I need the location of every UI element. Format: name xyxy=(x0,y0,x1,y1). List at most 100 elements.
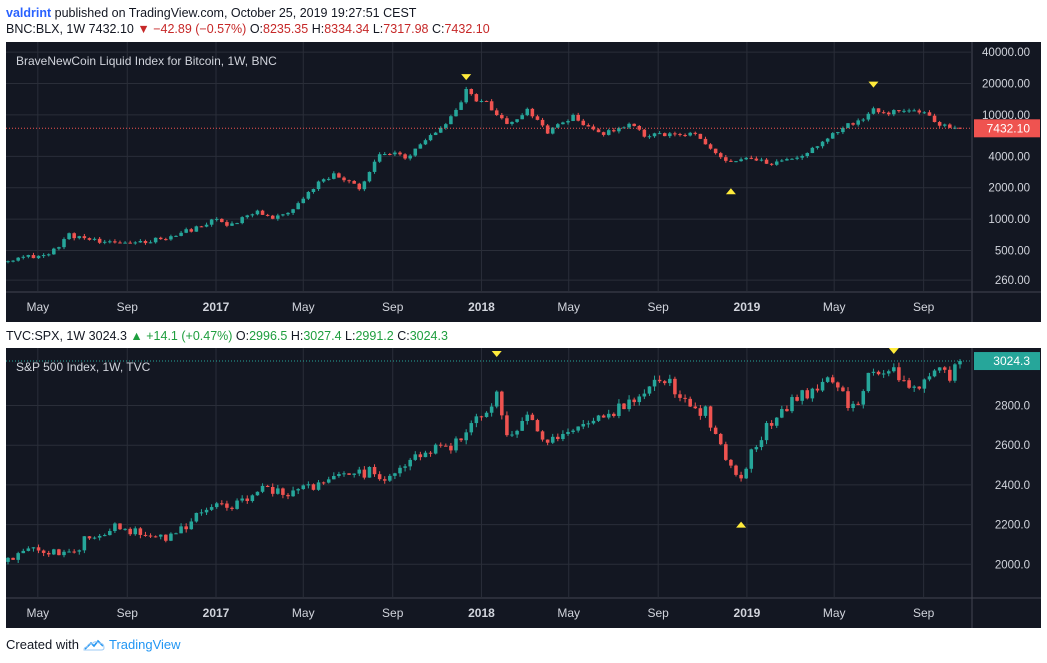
candle xyxy=(820,140,825,149)
candle-body xyxy=(591,126,596,130)
spx-chart-pane[interactable]: 2000.0 2200.0 2400.0 2600.0 2800.0 May Sep 2017… xyxy=(6,348,1041,628)
y-tick-label: 2000.0 xyxy=(995,559,1030,571)
candle xyxy=(897,362,901,382)
candle-body xyxy=(673,378,677,395)
candle-body xyxy=(912,386,916,388)
y-tick-label: 2000.00 xyxy=(988,183,1030,195)
candle-body xyxy=(342,177,346,181)
candle-body xyxy=(932,370,937,377)
candle xyxy=(184,523,188,533)
candle-body xyxy=(428,452,433,454)
candle xyxy=(311,188,316,194)
candle xyxy=(785,405,789,412)
candle xyxy=(866,112,871,122)
spx-chart[interactable]: 2000.0 2200.0 2400.0 2600.0 2800.0 May Sep 2017… xyxy=(6,348,1041,628)
candle-body xyxy=(922,379,927,389)
spx-high-label: H: xyxy=(290,329,304,343)
x-tick-label: May xyxy=(26,300,49,314)
candle-body xyxy=(77,236,82,239)
candle xyxy=(774,417,779,428)
candle-body xyxy=(861,119,866,121)
candle-body xyxy=(668,378,672,384)
candle xyxy=(123,241,127,244)
candle-body xyxy=(540,431,545,440)
candle-body xyxy=(143,534,148,536)
candle-body xyxy=(459,102,463,110)
candle xyxy=(184,227,188,234)
candle xyxy=(825,376,830,383)
candle-body xyxy=(209,219,214,225)
candle xyxy=(164,534,168,543)
candle xyxy=(291,208,295,215)
candle xyxy=(52,247,56,255)
candle-body xyxy=(26,548,31,551)
candle-body xyxy=(897,110,901,112)
candle xyxy=(897,110,901,113)
spx-close-label: C: xyxy=(397,329,410,343)
candle xyxy=(846,387,850,411)
candle-body xyxy=(642,393,647,397)
candle xyxy=(194,225,199,232)
candle xyxy=(240,495,244,503)
candle-body xyxy=(204,224,209,227)
candle xyxy=(347,473,351,475)
candle xyxy=(841,385,845,392)
candle xyxy=(729,458,733,469)
candle xyxy=(418,451,423,461)
candle xyxy=(158,534,163,540)
candle-body xyxy=(673,133,677,135)
candle xyxy=(739,157,743,162)
candle xyxy=(255,209,260,216)
candle xyxy=(6,557,10,565)
x-tick-label: 2019 xyxy=(734,300,761,314)
candle-body xyxy=(790,397,794,412)
candle-body xyxy=(764,159,769,164)
y-tick-label: 260.00 xyxy=(995,275,1030,287)
candle xyxy=(403,153,407,160)
candle xyxy=(668,374,672,387)
candle xyxy=(571,113,575,122)
candle xyxy=(545,439,550,446)
candle-body xyxy=(520,115,524,120)
candle xyxy=(332,472,336,480)
candle xyxy=(444,122,448,130)
candle-body xyxy=(739,474,743,479)
candle xyxy=(662,132,667,137)
candle-body xyxy=(703,406,708,416)
candle xyxy=(530,107,535,119)
candle-body xyxy=(255,491,260,496)
candle-body xyxy=(698,133,703,139)
x-tick-label: Sep xyxy=(913,300,935,314)
candle-body xyxy=(505,118,509,124)
candle-body xyxy=(708,406,713,428)
btc-chart-pane[interactable]: 260.00 500.00 1000.00 2000.00 4000.00 10000.0… xyxy=(6,42,1041,322)
candle xyxy=(449,442,453,454)
tradingview-brand[interactable]: TradingView xyxy=(108,637,181,652)
candle xyxy=(902,108,906,113)
author-name[interactable]: valdrint xyxy=(6,6,52,20)
candle-body xyxy=(586,423,591,425)
candle-body xyxy=(856,403,860,405)
candle-body xyxy=(362,469,367,478)
candle xyxy=(108,528,112,536)
candle xyxy=(225,500,229,511)
candle xyxy=(754,156,759,162)
candle-body xyxy=(561,122,565,125)
candle-body xyxy=(805,390,810,399)
candle xyxy=(780,159,784,163)
candle xyxy=(591,417,596,425)
candle-body xyxy=(525,414,530,421)
candle-body xyxy=(393,152,397,155)
candle-body xyxy=(713,148,718,154)
btc-high: 8334.34 xyxy=(324,22,370,36)
candle xyxy=(57,548,61,556)
candle-body xyxy=(362,181,367,190)
candle xyxy=(500,112,504,120)
btc-chart[interactable]: 260.00 500.00 1000.00 2000.00 4000.00 10000.0… xyxy=(6,42,1041,322)
candle-body xyxy=(953,364,957,381)
candle-body xyxy=(433,444,438,454)
candle-body xyxy=(948,369,952,381)
candle xyxy=(326,476,331,484)
candle-body xyxy=(688,132,692,136)
candle xyxy=(428,133,433,142)
